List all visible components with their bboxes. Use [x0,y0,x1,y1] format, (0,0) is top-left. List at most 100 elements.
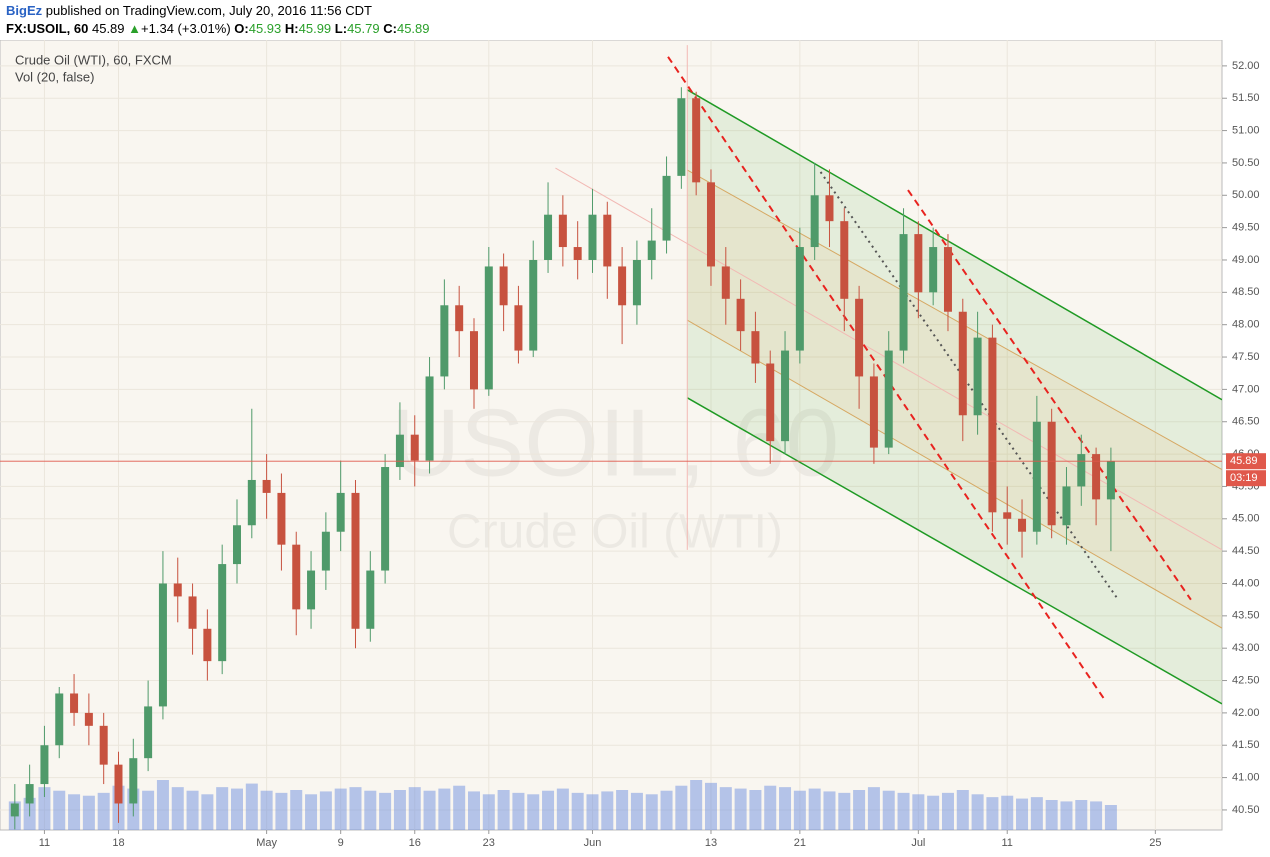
candle-body [899,234,908,351]
volume-bar [201,794,214,830]
candle-body [484,266,493,390]
volume-bar [630,792,643,830]
volume-bar [660,790,673,830]
candle-body [751,331,760,364]
candle-body [692,98,701,183]
candle-body [736,298,745,332]
volume-bar [305,794,318,830]
candle-body [70,693,79,713]
volume-bar [1001,795,1014,830]
volume-bar [571,792,584,830]
candle-body [173,583,182,597]
y-tick-label: 48.00 [1232,319,1260,331]
candle-body [247,479,256,526]
volume-bar [616,790,629,830]
y-tick-label: 50.50 [1232,157,1260,169]
volume-bar [1016,798,1029,830]
candle-body [929,247,938,293]
candle-body [55,693,64,746]
volume-bar [334,788,347,830]
x-tick-label: 23 [483,837,495,849]
o-label: O: [234,21,249,36]
y-tick-label: 40.50 [1232,804,1260,816]
volume-bar [556,788,569,830]
y-tick-label: 44.00 [1232,577,1260,589]
y-tick-label: 49.50 [1232,222,1260,234]
l-value: 45.79 [347,21,380,36]
candle-body [307,570,316,610]
volume-bar [1045,800,1058,830]
candle-body [440,305,449,377]
volume-bar [245,783,258,830]
volume-bar [319,791,332,830]
x-tick-label: Jul [911,837,925,849]
volume-bar [423,790,436,830]
channel-fill [687,170,1222,629]
y-tick-label: 42.50 [1232,674,1260,686]
x-tick-label: May [256,837,277,849]
y-tick-label: 43.50 [1232,610,1260,622]
x-tick-label: 18 [112,837,124,849]
candle-body [336,492,345,532]
volume-bar [482,794,495,830]
candle-body [529,259,538,351]
candle-body [973,337,982,416]
volume-bar [186,790,199,830]
candle-body [588,214,597,260]
y-tick-label: 44.50 [1232,545,1260,557]
candle-body [544,214,553,260]
volume-label: Vol (20, false) [15,69,95,84]
arrow: ▲ [128,21,142,36]
volume-bar [764,785,777,830]
volume-bar [986,797,999,830]
candle-body [99,725,108,765]
volume-bar [793,790,806,830]
y-tick-label: 50.00 [1232,189,1260,201]
candle-body [943,247,952,312]
volume-bar [704,782,717,830]
symbol: FX:USOIL, 60 [6,21,89,36]
countdown-box [1226,470,1266,487]
candle-body [677,98,686,176]
volume-bar [808,788,821,830]
x-tick-label: Jun [584,837,602,849]
candle-body [1077,454,1086,487]
candle-body [884,350,893,448]
candle-body [395,434,404,468]
volume-bar [142,790,155,830]
candle-body [262,479,271,493]
y-tick-label: 52.00 [1232,60,1260,72]
h-value: 45.99 [298,21,332,36]
volume-bar [1104,805,1117,830]
candle-body [25,784,34,804]
candle-body [469,331,478,390]
candle-body [366,570,375,629]
quote-line: FX:USOIL, 60 45.89 ▲+1.34 (+3.01%) O:45.… [6,20,1270,38]
volume-bar [393,790,406,830]
h-label: H: [284,21,299,36]
o-value: 45.93 [248,21,282,36]
candle-body [158,583,167,707]
volume-bar [897,792,910,830]
candle-body [618,266,627,306]
chart-title: Crude Oil (WTI), 60, FXCM [15,52,172,67]
candle-body [632,259,641,306]
volume-bar [1030,797,1043,830]
c-value: 45.89 [396,21,430,36]
plot-background [0,40,1223,831]
y-tick-label: 49.00 [1232,254,1260,266]
author[interactable]: BigEz [6,3,43,18]
volume-bar [882,790,895,830]
candle-body [499,266,508,306]
volume-bar [838,792,851,830]
volume-bar [719,787,732,830]
candle-body [810,195,819,248]
x-tick-label: 16 [409,837,421,849]
volume-bar [453,785,466,830]
y-tick-label: 51.50 [1232,92,1260,104]
candle-body [410,434,419,461]
volume-bar [971,794,984,830]
plot [0,40,1222,830]
candle-body [869,376,878,448]
